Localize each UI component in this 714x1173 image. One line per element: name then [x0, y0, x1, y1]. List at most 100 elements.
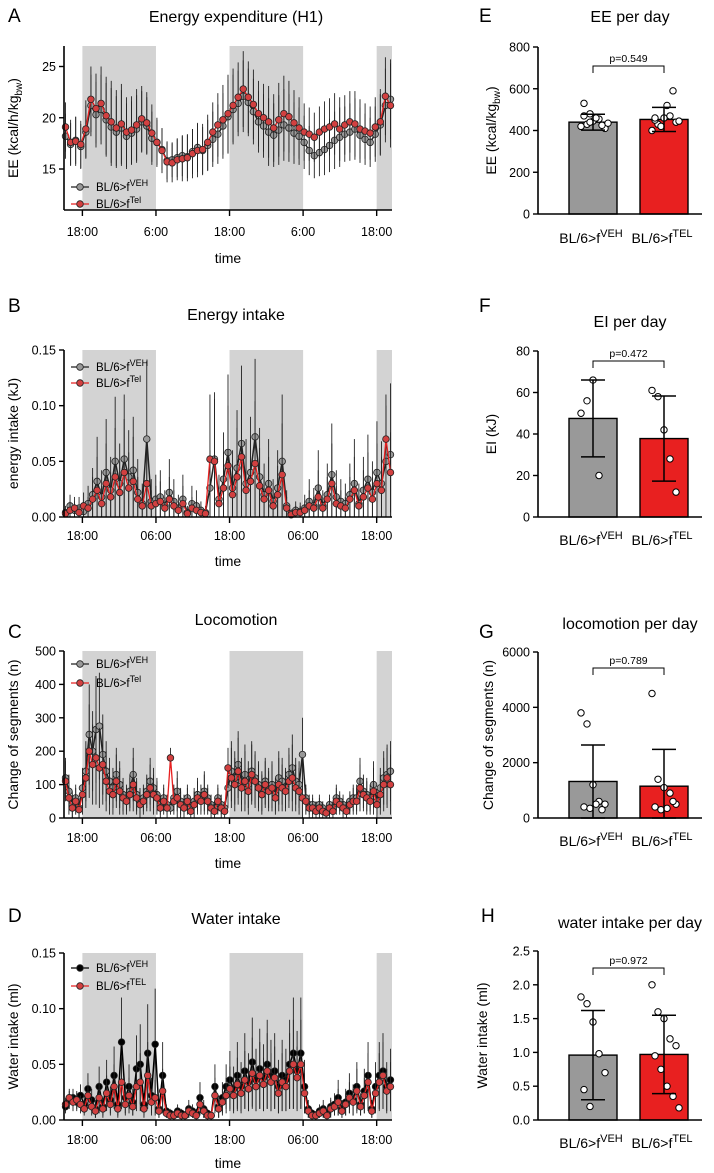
panel-c-series-1-point: [88, 760, 97, 769]
panel-g-bar-1-point: [663, 804, 671, 813]
panel-c-series-1-point: [244, 787, 253, 795]
panel-a-title: Energy expenditure (H1): [149, 9, 323, 26]
panel-a-legend-label-0: BL/6>fVEH: [96, 178, 148, 194]
panel-h-bar-1-point: [666, 1035, 674, 1043]
panel-b-letter: B: [8, 296, 21, 317]
panel-a-x-tick-label: 18:00: [214, 225, 245, 239]
panel-a-series-1-point: [290, 119, 298, 127]
panel-h-y-tick-label: 0.0: [513, 1114, 530, 1128]
panel-a-series-1-point: [376, 118, 385, 126]
panel-d-x-tick-label: 06:00: [140, 1133, 171, 1147]
panel-h-y-tick-label: 0.5: [513, 1080, 530, 1094]
panel-f-bar-0-point: [595, 471, 603, 480]
panel-c-legend-marker-1: [76, 679, 84, 687]
panel-h-y-label: Water intake (ml): [474, 982, 490, 1088]
panel-c-legend-marker-0: [76, 660, 84, 668]
panel-e-significance-bracket: [592, 65, 665, 73]
panel-b-series-1-point: [138, 502, 146, 510]
panel-d-series-1-point: [117, 1078, 126, 1086]
panel-d-series-1-point: [151, 1094, 159, 1102]
panel-f-letter: F: [479, 296, 491, 317]
panel-f-category-sup-1: TEL: [672, 530, 692, 542]
panel-c-x-tick-label: 18:00: [67, 831, 98, 845]
panel-e-bar-1-point: [666, 112, 674, 120]
panel-d-series-1-point: [274, 1089, 283, 1097]
panel-a-series-1-point: [295, 124, 303, 132]
panel-d-series-1-point: [110, 1082, 118, 1091]
panel-f-bar-1-point: [672, 488, 680, 496]
panel-c-series-0-point: [298, 750, 307, 759]
panel-g-category-base-0: BL/6>f: [559, 833, 600, 849]
panel-b-series-1-point: [368, 495, 377, 503]
panel-d-series-1-point: [241, 1076, 249, 1084]
panel-d-series-1-point: [99, 1105, 107, 1113]
panel-h-category-label-0: BL/6>fVEH: [559, 1133, 623, 1151]
panel-b-title: Energy intake: [187, 307, 285, 324]
panel-e-y-label: EE (kcal/kgbw): [483, 86, 503, 174]
panel-b-series-0-point: [143, 435, 151, 443]
panel-d-series-0-point: [117, 1038, 126, 1046]
panel-b-series-1-point: [106, 493, 115, 501]
panel-a-legend-sup-0: VEH: [130, 178, 149, 188]
panel-b-series-1-point: [161, 504, 169, 512]
panel-c-series-1-point: [146, 784, 154, 792]
panel-a-series-1-point: [234, 93, 242, 101]
panel-c-series-1-point: [99, 760, 107, 769]
panel-b-x-tick-label: 18:00: [361, 529, 392, 543]
panel-a-series-1-point: [132, 121, 141, 129]
panel-c-series-1-point: [180, 804, 188, 812]
panel-h-category-base-0: BL/6>f: [559, 1135, 600, 1151]
panel-c-series-1-point: [220, 807, 229, 816]
panel-g-bar-1-point: [657, 806, 665, 814]
panel-h-bar-0-point: [583, 1000, 591, 1008]
panel-d-series-1-point: [207, 1111, 215, 1120]
panel-d-x-label: time: [215, 1155, 242, 1171]
panel-e-y-tick-label: 0: [523, 208, 530, 222]
panel-c-series-1-point: [302, 797, 310, 805]
panel-a-x-tick-label: 6:00: [291, 225, 315, 239]
panel-b-series-1-point: [328, 479, 336, 488]
panel-e-bar-1: [639, 118, 689, 215]
panel-b-series-1-point: [310, 504, 318, 512]
panel-h-bar-0-point: [580, 1085, 588, 1094]
panel-c-y-tick-label: 500: [35, 645, 56, 659]
panel-d-y-label-main: Water intake (ml): [5, 983, 21, 1089]
panel-b-x-tick-label: 18:00: [67, 529, 98, 543]
panel-c-series-1-point: [366, 797, 374, 805]
panel-e-bar-0-point: [580, 99, 588, 108]
panel-c-series-1-point: [369, 787, 378, 795]
panel-a-series-1-point: [153, 138, 161, 147]
panel-c-y-tick-label: 0: [49, 812, 56, 826]
panel-c-legend-label-1: BL/6>fTel: [96, 674, 141, 690]
panel-b-legend-marker-1: [76, 379, 84, 387]
panel-d-series-1-point: [386, 1082, 395, 1091]
panel-c-x-label: time: [215, 855, 242, 871]
panel-h-bar-1-point: [648, 981, 656, 989]
panel-b-series-1-point: [346, 495, 354, 503]
panel-b-legend-label-1: BL/6>fTel: [96, 374, 141, 390]
panel-g-title: locomotion per day: [562, 616, 697, 633]
panel-c-series-1-point: [183, 797, 192, 805]
panel-h-category-label-1: BL/6>fTEL: [631, 1133, 692, 1151]
panel-d-series-1-point: [289, 1060, 298, 1069]
panel-a-y-label: EE (kcal/h/kgbw): [5, 78, 25, 178]
panel-c-series-1-point: [187, 807, 195, 816]
panel-b-series-1-point: [273, 491, 282, 499]
panel-b-series-1-point: [319, 504, 327, 512]
panel-d-y-tick-label: 0.15: [32, 947, 56, 961]
panel-h-category-sup-0: VEH: [600, 1133, 623, 1145]
panel-d-series-1-point: [114, 1105, 122, 1113]
panel-d-series-1-point: [155, 1107, 163, 1115]
panel-g-bar-0-point: [601, 800, 609, 808]
panel-d-legend-marker-1: [76, 982, 84, 990]
panel-d-series-1-point: [356, 1102, 365, 1111]
panel-a-series-1-point: [254, 109, 263, 118]
panel-a-x-label: time: [215, 250, 242, 266]
panel-b-series-1-point: [134, 495, 142, 503]
panel-f-significance-bracket: [592, 360, 665, 368]
panel-e-title: EE per day: [590, 9, 669, 26]
panel-d-series-1-point: [285, 1067, 294, 1075]
panel-a-legend-base-1: BL/6>f: [96, 199, 130, 211]
panel-e-y-label-sub: bw: [492, 90, 503, 104]
panel-f-bar-1-point: [666, 455, 674, 463]
